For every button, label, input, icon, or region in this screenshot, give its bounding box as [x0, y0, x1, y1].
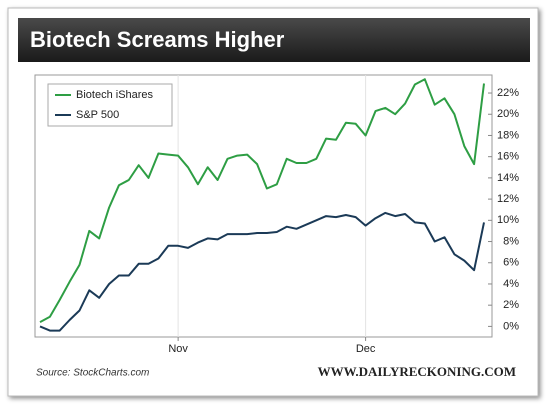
y-tick-label: 18%: [497, 129, 519, 141]
legend-label: S&P 500: [76, 109, 119, 121]
y-tick-label: 2%: [503, 299, 519, 311]
y-tick-label: 20%: [497, 108, 519, 120]
y-tick-label: 0%: [503, 320, 519, 332]
credit: WWW.DAILYRECKONING.COM: [318, 364, 516, 379]
y-tick-label: 14%: [497, 172, 519, 184]
x-tick-label: Nov: [168, 343, 188, 355]
source: Source: StockCharts.com: [36, 368, 149, 379]
series-line: [39, 211, 485, 332]
plot-area: [34, 74, 493, 338]
y-tick-label: 12%: [497, 193, 519, 205]
header-bar: [18, 18, 530, 62]
series-line: [39, 78, 485, 323]
chart-title: Biotech Screams Higher: [30, 27, 285, 52]
x-tick-label: Dec: [356, 343, 376, 355]
legend-box: [47, 83, 173, 127]
y-tick-label: 22%: [497, 87, 519, 99]
y-tick-label: 6%: [503, 257, 519, 269]
y-tick-label: 10%: [497, 214, 519, 226]
legend-label: Biotech iShares: [76, 89, 154, 101]
y-tick-label: 16%: [497, 151, 519, 163]
y-tick-label: 4%: [503, 278, 519, 290]
y-tick-label: 8%: [503, 235, 519, 247]
